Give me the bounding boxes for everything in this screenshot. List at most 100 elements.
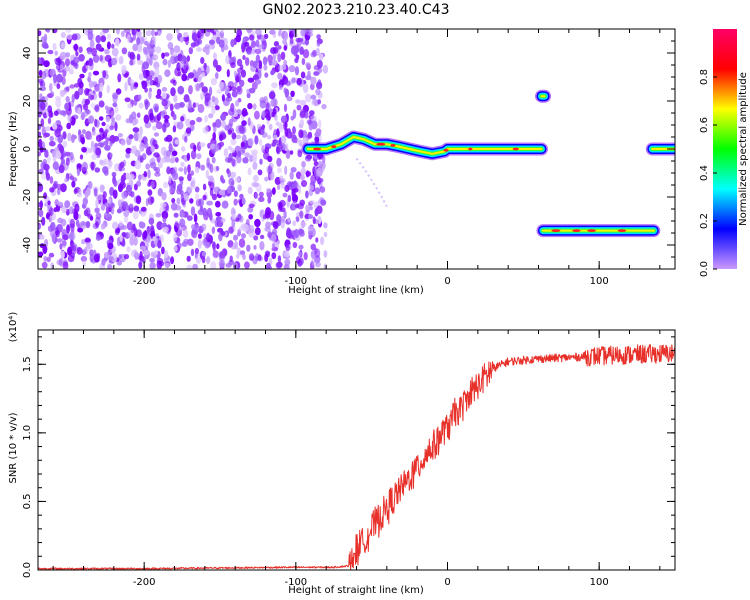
noise-speckle <box>247 137 254 147</box>
noise-speckle <box>64 102 70 111</box>
spectrogram-y-tick-label: -20 <box>22 189 33 205</box>
noise-speckle <box>106 41 111 50</box>
noise-speckle <box>267 134 272 140</box>
noise-speckle <box>46 256 51 263</box>
noise-speckle <box>209 181 215 191</box>
noise-speckle <box>274 113 278 122</box>
noise-speckle <box>303 252 308 261</box>
noise-speckle <box>139 156 144 163</box>
noise-speckle <box>113 135 120 142</box>
noise-speckle <box>143 249 150 256</box>
noise-speckle <box>173 232 178 242</box>
noise-speckle <box>168 183 174 189</box>
noise-speckle <box>135 195 142 205</box>
noise-speckle <box>293 188 299 193</box>
noise-speckle <box>314 248 321 258</box>
noise-speckle <box>202 238 208 246</box>
noise-speckle <box>268 123 273 131</box>
noise-speckle <box>247 206 254 213</box>
noise-speckle <box>289 150 294 155</box>
noise-speckle <box>204 44 210 49</box>
noise-speckle <box>88 115 95 124</box>
noise-speckle <box>77 227 84 233</box>
noise-speckle <box>257 254 262 261</box>
noise-speckle <box>194 186 200 193</box>
noise-speckle <box>153 115 160 123</box>
noise-speckle <box>263 64 268 71</box>
noise-speckle <box>163 52 170 57</box>
noise-speckle <box>247 117 251 126</box>
noise-speckle <box>48 207 54 216</box>
noise-speckle <box>91 47 97 57</box>
snr-y-tick-label: 1.5 <box>22 356 33 372</box>
snr-x-tick-label: -100 <box>284 577 307 588</box>
noise-speckle <box>64 200 71 209</box>
noise-speckle <box>310 76 317 86</box>
noise-speckle <box>54 50 58 56</box>
noise-speckle <box>166 33 173 41</box>
noise-speckle <box>197 67 202 76</box>
noise-speckle <box>48 252 55 258</box>
noise-speckle <box>230 171 237 178</box>
noise-speckle <box>205 169 209 179</box>
noise-speckle <box>254 110 260 120</box>
noise-speckle <box>79 73 85 79</box>
noise-speckle <box>313 161 319 166</box>
noise-speckle <box>262 110 266 118</box>
noise-speckle <box>283 103 288 113</box>
noise-speckle <box>247 77 255 83</box>
noise-speckle <box>38 138 43 148</box>
noise-speckle <box>59 51 67 60</box>
noise-speckle <box>154 46 162 54</box>
noise-speckle <box>41 261 48 269</box>
noise-speckle <box>56 73 63 83</box>
noise-speckle <box>138 261 143 269</box>
noise-speckle <box>183 166 187 175</box>
noise-speckle <box>114 38 120 47</box>
noise-speckle <box>279 29 283 32</box>
noise-speckle <box>163 181 169 189</box>
noise-speckle <box>201 86 208 93</box>
noise-speckle <box>196 116 203 123</box>
noise-speckle <box>212 251 220 259</box>
noise-speckle <box>58 164 65 174</box>
noise-speckle <box>111 116 115 123</box>
noise-speckle <box>306 134 313 139</box>
noise-speckle <box>258 196 265 203</box>
noise-speckle <box>277 255 282 263</box>
noise-speckle <box>215 166 220 171</box>
noise-speckle <box>126 34 131 43</box>
noise-speckle <box>154 106 159 112</box>
noise-speckle <box>280 216 286 223</box>
noise-speckle <box>94 104 100 113</box>
noise-speckle <box>254 48 262 55</box>
noise-speckle <box>264 146 270 154</box>
snr-y-label: SNR (10 * v/v) <box>8 412 19 483</box>
snr-line <box>38 344 675 570</box>
noise-speckle <box>264 72 269 78</box>
noise-speckle <box>195 198 202 207</box>
noise-speckle <box>238 238 246 248</box>
noise-speckle <box>258 191 264 198</box>
noise-speckle <box>305 75 312 81</box>
trace <box>301 130 548 161</box>
noise-speckle <box>316 81 323 90</box>
noise-speckle <box>164 69 171 77</box>
noise-speckle <box>258 69 262 79</box>
noise-speckle <box>100 35 107 43</box>
noise-speckle <box>102 70 107 78</box>
noise-speckle <box>313 65 321 71</box>
noise-speckle <box>280 181 285 189</box>
noise-speckle <box>232 213 237 221</box>
noise-speckle <box>310 51 317 58</box>
colorbar-bar <box>713 29 737 269</box>
trace-peak <box>390 144 396 147</box>
noise-speckle <box>275 261 283 269</box>
noise-speckle <box>178 167 184 172</box>
noise-speckle <box>230 62 236 69</box>
noise-speckle <box>54 147 59 152</box>
noise-speckle <box>87 76 91 83</box>
noise-speckle <box>59 243 63 250</box>
noise-speckle <box>186 215 193 221</box>
noise-speckle <box>121 225 127 230</box>
